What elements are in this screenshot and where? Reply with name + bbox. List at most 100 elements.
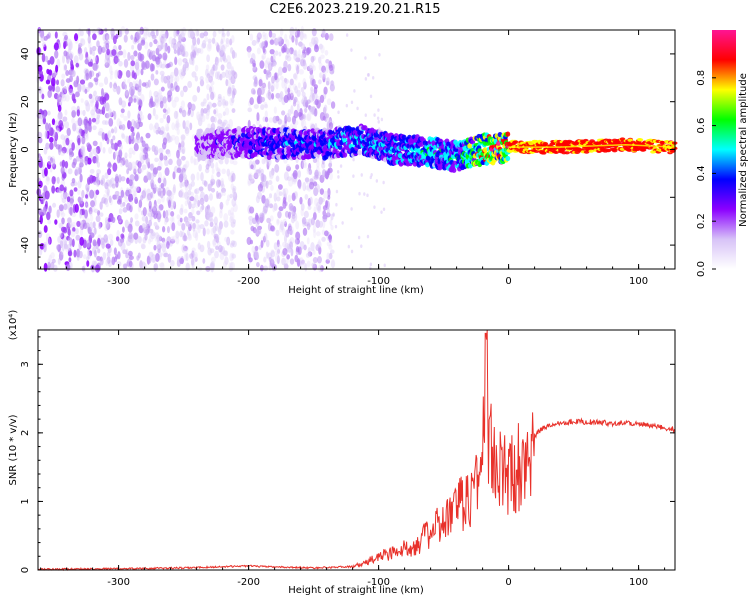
noise-mark (85, 72, 90, 81)
noise-mark (127, 223, 133, 233)
noise-mark (259, 86, 265, 95)
noise-mark (380, 210, 383, 214)
noise-mark (164, 102, 168, 110)
noise-mark (100, 239, 106, 249)
noise-mark (104, 133, 108, 142)
noise-mark (47, 219, 52, 225)
noise-mark (271, 93, 275, 100)
noise-mark (171, 222, 176, 232)
noise-mark (184, 127, 190, 134)
noise-mark (89, 221, 94, 230)
noise-mark (191, 256, 196, 264)
noise-mark (347, 244, 351, 249)
noise-mark (155, 70, 159, 75)
noise-mark (81, 208, 86, 216)
noise-mark (286, 52, 290, 59)
noise-mark (198, 163, 202, 172)
noise-mark (377, 108, 380, 112)
noise-mark (227, 209, 232, 216)
noise-mark (144, 233, 148, 241)
noise-mark (345, 33, 349, 37)
noise-mark (210, 174, 214, 183)
noise-mark (80, 146, 85, 156)
noise-mark (166, 75, 171, 81)
noise-mark (110, 128, 115, 134)
noise-mark (319, 188, 325, 195)
noise-mark (318, 43, 323, 50)
top-x-axis-label: Height of straight line (km) (288, 285, 424, 296)
noise-mark (226, 30, 230, 37)
noise-mark (311, 78, 316, 87)
noise-mark (121, 132, 125, 138)
noise-mark (161, 243, 167, 253)
noise-mark (325, 200, 328, 209)
noise-mark (155, 129, 159, 135)
noise-mark (175, 237, 180, 245)
noise-mark (112, 162, 118, 172)
noise-mark (301, 114, 306, 120)
noise-mark (229, 252, 234, 262)
noise-mark (287, 63, 292, 72)
noise-mark (55, 64, 59, 73)
noise-mark (303, 210, 309, 219)
noise-mark (122, 263, 128, 269)
noise-mark (273, 203, 278, 210)
noise-mark (70, 230, 76, 238)
x-tick-label: -200 (237, 577, 260, 588)
noise-mark (209, 69, 215, 78)
noise-mark (148, 205, 152, 213)
ridge-mark (451, 167, 457, 173)
noise-mark (46, 34, 50, 40)
noise-mark (99, 212, 104, 217)
noise-mark (225, 69, 229, 79)
noise-mark (176, 127, 180, 136)
noise-mark (61, 73, 66, 79)
noise-mark (87, 61, 93, 67)
noise-mark (300, 160, 305, 170)
noise-mark (264, 198, 270, 208)
noise-mark (285, 47, 290, 55)
noise-mark (38, 70, 44, 76)
noise-mark (155, 29, 159, 37)
noise-mark (75, 62, 80, 68)
noise-mark (124, 135, 129, 143)
noise-mark (153, 38, 158, 45)
noise-mark (175, 122, 181, 129)
noise-mark (226, 88, 232, 97)
noise-mark (163, 33, 167, 42)
noise-mark (292, 170, 298, 180)
noise-mark (56, 244, 60, 251)
noise-mark (247, 49, 251, 58)
noise-mark (226, 236, 231, 246)
noise-mark (154, 157, 159, 163)
noise-mark (275, 175, 280, 182)
noise-mark (94, 95, 100, 102)
noise-mark (253, 104, 259, 109)
noise-mark (276, 196, 281, 202)
ridge-mark (307, 153, 313, 160)
noise-mark (60, 247, 64, 256)
noise-mark (58, 204, 64, 212)
noise-mark (268, 193, 273, 199)
noise-mark (160, 262, 165, 271)
noise-mark (106, 251, 111, 258)
noise-mark (112, 35, 117, 45)
noise-mark (63, 40, 68, 47)
noise-mark (43, 225, 48, 233)
noise-mark (72, 122, 77, 132)
noise-mark (171, 215, 175, 225)
noise-mark (210, 162, 215, 169)
noise-mark (195, 232, 199, 241)
noise-mark (108, 233, 114, 241)
noise-mark (99, 179, 104, 186)
noise-mark (154, 114, 159, 120)
noise-mark (79, 228, 84, 236)
noise-mark (323, 86, 328, 95)
noise-mark (207, 214, 213, 222)
noise-mark (284, 55, 288, 61)
ridge-mark (505, 131, 511, 137)
noise-mark (207, 183, 212, 192)
noise-mark (128, 232, 133, 240)
noise-mark (56, 209, 60, 218)
noise-mark (74, 203, 79, 213)
